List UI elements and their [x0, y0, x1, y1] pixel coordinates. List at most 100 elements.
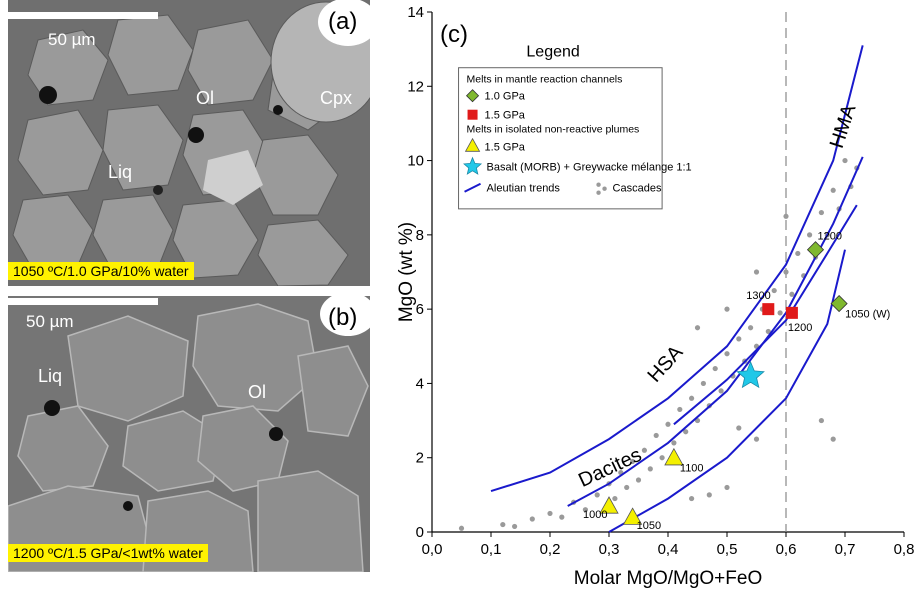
diamond-marker [465, 89, 480, 103]
cascades-point [653, 432, 659, 439]
cascades-point [842, 157, 848, 164]
cascades-point [458, 525, 465, 531]
aleutian-trend-line [608, 249, 846, 533]
triangle-marker [622, 507, 643, 525]
mineral-label-ol-a: Ol [196, 88, 214, 108]
scale-bar-label-a: 50 µm [48, 30, 96, 49]
cascades-point [818, 417, 824, 424]
x-tick-label: 0,7 [835, 541, 856, 558]
cascades-point [647, 466, 653, 472]
x-tick-label: 0,1 [481, 541, 502, 558]
cascades-point [807, 232, 813, 238]
cascades-point [783, 269, 789, 275]
cascades-point [771, 287, 777, 294]
cascades-point [830, 436, 836, 442]
legend-title: Legend [526, 44, 579, 61]
cascades-point [783, 213, 789, 219]
cascades-point [659, 455, 665, 461]
cascades-point [712, 365, 718, 372]
cascades-point [753, 436, 760, 442]
aleutian-trend-line [673, 204, 858, 426]
micrograph-panel-a: 50 µm (a) Ol Cpx Liq 1050 ºC/1.0 GPa/10%… [8, 0, 370, 286]
y-tick-label: 6 [416, 301, 424, 318]
scale-bar-label-b: 50 µm [26, 312, 74, 331]
cascades-point [641, 447, 647, 453]
cascades-point [765, 328, 771, 335]
y-tick-label: 12 [407, 78, 424, 95]
cascades-point [830, 187, 836, 193]
legend-item-yellow: 1.5 GPa [485, 142, 526, 154]
cascades-point [689, 495, 695, 502]
mgo-chart: 0,0 0,1 0,2 0,3 0,4 0,5 0,6 0,7 0,8 0 2 4 6 8 10 12 14 Mo… [398, 4, 914, 589]
cascades-point [795, 250, 801, 257]
aleutian-trend-line [567, 156, 864, 507]
cascades-point [724, 306, 730, 312]
data-point-label: 1050 [637, 520, 661, 532]
legend-item-star: Basalt (MORB) + Greywacke mélange 1:1 [487, 162, 692, 174]
cascades-point [594, 492, 600, 498]
square-marker [467, 109, 478, 120]
y-tick-label: 10 [407, 153, 424, 170]
cascades-point [736, 336, 742, 342]
square-marker [785, 306, 798, 319]
cascades-point [689, 395, 695, 401]
cascades-point [777, 310, 783, 316]
diamond-marker [830, 295, 848, 313]
caption-a: 1050 ºC/1.0 GPa/10% water [8, 262, 194, 280]
legend-item-red: 1.5 GPa [485, 110, 526, 122]
triangle-marker [464, 137, 481, 152]
panel-label-a: (a) [328, 8, 358, 35]
cascades-point [753, 269, 760, 275]
triangle-marker [599, 496, 619, 514]
data-point-label: 1200 [818, 231, 842, 243]
legend-gray-sample [596, 190, 601, 195]
x-tick-label: 0,0 [422, 541, 443, 558]
y-axis-label: MgO (wt %) [398, 222, 417, 322]
legend-group-2: Melts in isolated non-reactive plumes [467, 124, 640, 136]
cascades-point [559, 514, 565, 520]
star-marker [463, 156, 483, 175]
data-point-label: 1200 [788, 322, 812, 334]
micrograph-a-image [8, 0, 370, 286]
x-axis-label: Molar MgO/MgO+FeO [574, 568, 762, 589]
cascades-point [683, 429, 689, 435]
cascades-point [547, 510, 553, 517]
data-point-label: 1000 [583, 509, 607, 521]
mineral-label-liq-a: Liq [108, 162, 133, 182]
cascades-point [635, 477, 642, 483]
y-tick-label: 14 [407, 4, 424, 21]
cascades-point [624, 484, 630, 491]
legend-box [458, 67, 663, 210]
cascades-point [677, 406, 683, 413]
x-tick-label: 0,6 [776, 541, 797, 558]
cascades-point [748, 325, 754, 331]
y-tick-label: 8 [416, 227, 424, 244]
mineral-label-liq-b: Liq [38, 366, 63, 386]
data-point-label: 1300 [746, 290, 770, 302]
mineral-label-cpx-a: Cpx [320, 88, 353, 108]
cascades-point [529, 516, 535, 522]
y-tick-label: 4 [416, 375, 424, 392]
cascades-point [630, 458, 636, 465]
triangle-marker [664, 447, 684, 466]
y-tick-label: 0 [416, 524, 424, 541]
cascades-point [789, 291, 795, 297]
legend-item-line: Aleutian trends [487, 183, 561, 195]
x-tick-label: 0,2 [540, 541, 561, 558]
diamond-marker [806, 241, 825, 259]
star-marker [736, 360, 765, 389]
x-tick-label: 0,5 [717, 541, 738, 558]
field-label-hsa: HSA [644, 341, 688, 387]
mineral-label-ol-b: Ol [248, 382, 266, 402]
y-tick-label: 2 [416, 450, 424, 467]
legend-gray-sample [596, 182, 601, 187]
legend-gray-sample [602, 186, 607, 191]
cascades-point [582, 507, 588, 513]
micrograph-panel-b: 50 µm (b) Liq Ol 1200 ºC/1.5 GPa/<1wt% w… [8, 296, 370, 572]
field-label-hma: HMA [826, 101, 861, 151]
cascades-point [724, 484, 730, 491]
panel-label-b: (b) [328, 304, 358, 331]
caption-b: 1200 ºC/1.5 GPa/<1wt% water [8, 544, 208, 562]
cascades-point [671, 440, 677, 446]
cascades-point [718, 388, 724, 394]
